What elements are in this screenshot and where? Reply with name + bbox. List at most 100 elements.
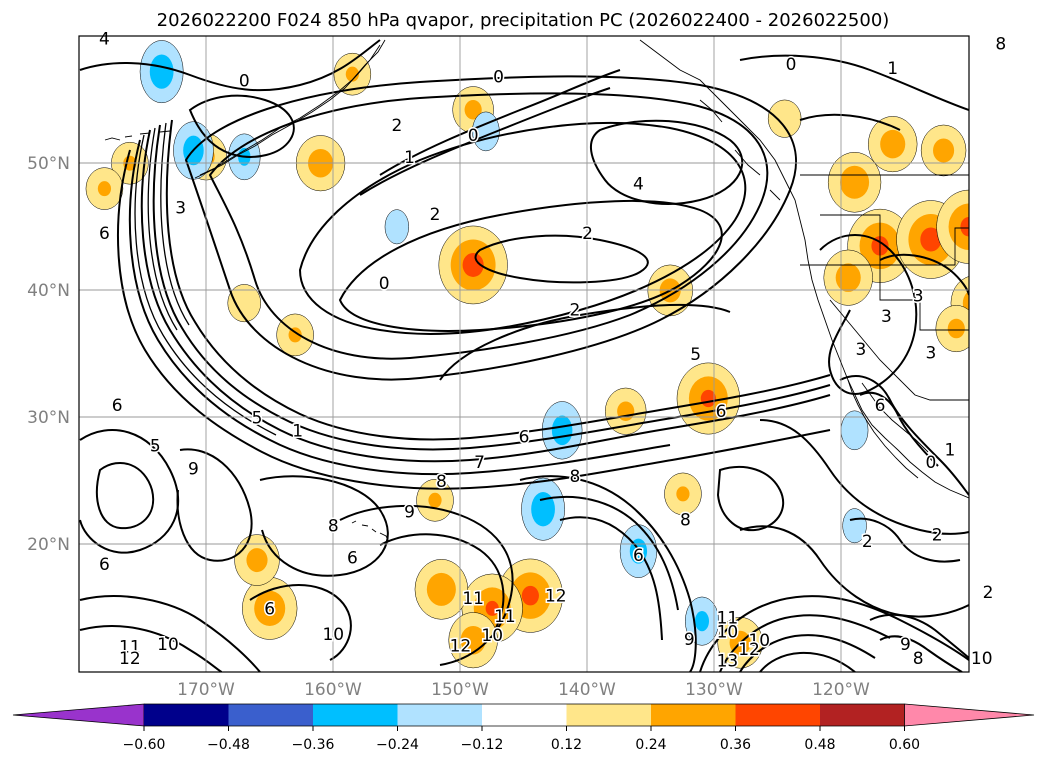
contour-label: 8 (328, 517, 339, 537)
colorbar-segment (735, 704, 820, 726)
contour-label: 4 (99, 30, 110, 50)
precip-level-shape (428, 492, 442, 508)
precip-level-shape (462, 252, 484, 277)
precip-positive-blob (823, 249, 873, 306)
contour-label: 8 (436, 472, 447, 492)
contour-label: 11 (119, 638, 141, 658)
lat-label: 30°N (27, 408, 70, 428)
colorbar-tick-label: 0.60 (889, 737, 920, 753)
lon-label: 170°W (177, 680, 235, 700)
contour-label: 8 (680, 510, 691, 530)
contour-label: 3 (881, 307, 892, 327)
precip-level-shape (485, 600, 499, 616)
contour-label: 8 (913, 649, 924, 669)
map-frame (78, 35, 970, 673)
contour-label: 8 (995, 35, 1006, 55)
contour-label: 0 (493, 68, 504, 88)
contour-label: 0 (468, 126, 479, 146)
contour-label: 0 (239, 72, 250, 92)
colorbar-tick-label: −0.12 (461, 737, 504, 753)
contour-label: 12 (545, 587, 567, 607)
precip-level-shape (617, 401, 635, 421)
contour-label: 6 (99, 224, 110, 244)
colorbar: −0.60 −0.48 −0.36 −0.24 −0.12 0.12 0.24 … (12, 703, 1035, 753)
precip-level-shape (694, 610, 710, 632)
contour-label: 6 (519, 428, 530, 448)
contour-label: 1 (887, 59, 898, 79)
contour-label: 12 (738, 640, 760, 660)
precip-level-shape (426, 572, 456, 606)
lon-label: 160°W (304, 680, 362, 700)
contour-label: 3 (175, 199, 186, 219)
colorbar-tick-label: 0.48 (804, 737, 835, 753)
precip-level-shape (676, 486, 690, 502)
contour-label: 7 (474, 453, 485, 473)
precip-positive-blob (868, 116, 918, 173)
precip-positive-blob (935, 305, 969, 353)
contour-label: 6 (716, 402, 727, 422)
precip-positive-blob (664, 472, 702, 516)
colorbar-tick-label: 0.24 (635, 737, 666, 753)
colorbar-segment (482, 704, 567, 726)
contour-label: 9 (900, 635, 911, 655)
contour-label: 6 (99, 555, 110, 575)
precip-positive-blob (827, 152, 882, 213)
precip-level-shape (149, 54, 174, 89)
colorbar-tick-label: −0.24 (376, 737, 419, 753)
gridlines (79, 36, 969, 672)
contour-label: 1 (945, 440, 956, 460)
longitude-labels: 170°W 160°W 150°W 140°W 130°W 120°W (177, 680, 870, 700)
precip-negative-blob (384, 209, 409, 245)
contour-label: 1 (404, 148, 415, 168)
precip-positive-blob (767, 99, 802, 138)
contour-label: 9 (404, 503, 415, 523)
contour-label: 2 (862, 532, 873, 552)
contour-label: 2 (582, 224, 593, 244)
precip-level-shape (345, 66, 359, 82)
precip-positive-blob (242, 577, 298, 640)
contour-label: 6 (264, 599, 275, 619)
precip-level-shape (920, 227, 942, 252)
precip-level-shape (531, 492, 555, 527)
precip-positive-blob (276, 313, 314, 357)
precip-negative-blob (685, 596, 719, 646)
contour-label: 9 (188, 459, 199, 479)
precip-positive-blob (227, 284, 262, 323)
precip-negative-blob (521, 477, 565, 541)
precip-negative-blob (139, 40, 184, 104)
contour-label: 10 (971, 649, 993, 669)
contour-label: 10 (481, 626, 503, 646)
colorbar-tick-label: −0.60 (123, 737, 166, 753)
lon-label: 120°W (812, 680, 870, 700)
contour-label: 4 (633, 175, 644, 195)
contour-label: 12 (119, 649, 141, 669)
contour-label: 0 (925, 453, 936, 473)
colorbar-extend-low (12, 703, 145, 727)
precip-positive-blob (936, 189, 969, 264)
latitude-labels: 50°N 40°N 30°N 20°N (27, 154, 70, 555)
precip-level-shape (767, 99, 802, 138)
precip-level-shape (947, 318, 965, 339)
contour-label: 11 (717, 608, 739, 628)
contour-label: 6 (347, 549, 358, 569)
precip-level-shape (384, 209, 409, 245)
contour-label: 2 (430, 205, 441, 225)
contour-label: 10 (717, 622, 739, 642)
precip-positive-blob (414, 559, 469, 620)
contour-label: 9 (684, 630, 695, 650)
contour-label: 12 (450, 636, 472, 656)
coastlines (104, 39, 969, 544)
contour-label: 6 (875, 396, 886, 416)
contour-label: 5 (690, 345, 701, 365)
contour-label: 11 (462, 589, 484, 609)
contour-label: 8 (569, 467, 580, 487)
colorbar-tick-label: 0.36 (720, 737, 751, 753)
colorbar-segment (144, 704, 229, 726)
precip-level-shape (960, 217, 969, 237)
precip-level-shape (227, 284, 262, 323)
contour-label: 6 (112, 396, 123, 416)
contour-label: 3 (856, 340, 867, 360)
